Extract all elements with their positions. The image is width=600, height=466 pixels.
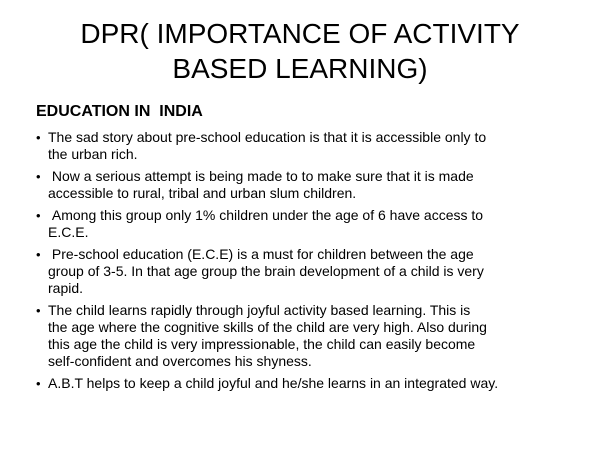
list-item: • Among this group only 1% children unde… (36, 207, 576, 241)
bullet-text: The child learns rapidly through joyful … (48, 302, 487, 369)
list-item: • Now a serious attempt is being made to… (36, 168, 576, 202)
slide-canvas: DPR( IMPORTANCE OF ACTIVITY BASED LEARNI… (0, 16, 600, 466)
bullet-marker: • (36, 169, 41, 184)
list-item: • A.B.T helps to keep a child joyful and… (36, 375, 576, 392)
slide-body: EDUCATION IN INDIA • The sad story about… (0, 101, 600, 392)
section-heading: EDUCATION IN INDIA (36, 103, 203, 120)
bullet-marker: • (36, 303, 41, 318)
bullet-marker: • (36, 208, 41, 223)
bullet-text: Among this group only 1% children under … (48, 207, 484, 240)
bullet-text: Now a serious attempt is being made to t… (48, 168, 474, 201)
list-item: • The child learns rapidly through joyfu… (36, 302, 576, 370)
bullet-marker: • (36, 376, 41, 391)
slide-title: DPR( IMPORTANCE OF ACTIVITY BASED LEARNI… (80, 18, 520, 84)
list-item: • The sad story about pre-school educati… (36, 129, 576, 163)
bullet-marker: • (36, 130, 41, 145)
bullet-list: • The sad story about pre-school educati… (36, 129, 576, 392)
bullet-marker: • (36, 247, 41, 262)
bullet-text: A.B.T helps to keep a child joyful and h… (48, 375, 499, 391)
bullet-text: Pre-school education (E.C.E) is a must f… (48, 246, 484, 296)
bullet-text: The sad story about pre-school education… (48, 129, 487, 162)
list-item: • Pre-school education (E.C.E) is a must… (36, 246, 576, 297)
